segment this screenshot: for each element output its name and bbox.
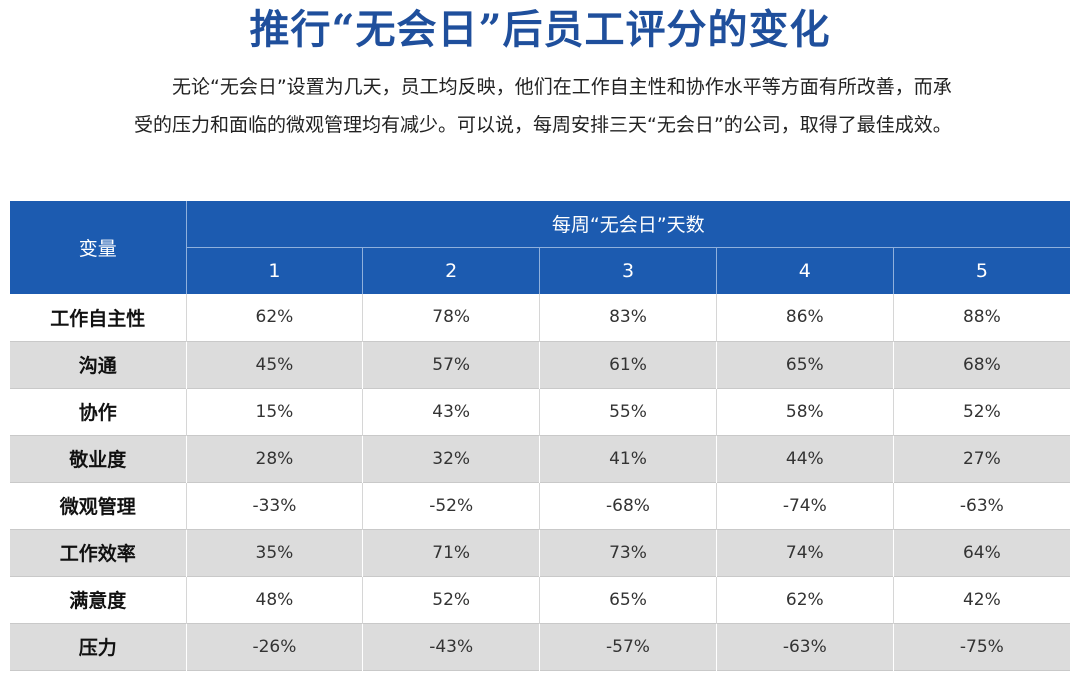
meeting-free-days-table: 变量 每周“无会日”天数 1 2 3 4 5 工作自主性 62% 78% 83% 86%… bbox=[10, 201, 1071, 671]
table-cell: 35% bbox=[186, 529, 364, 576]
row-label: 协作 bbox=[10, 388, 187, 435]
table-row: 协作 15% 43% 55% 58% 52% bbox=[10, 388, 1071, 435]
table-cell: 73% bbox=[539, 529, 717, 576]
table-cell: 86% bbox=[716, 294, 894, 341]
table-cell: 48% bbox=[186, 576, 364, 623]
table-cell: 78% bbox=[362, 294, 541, 341]
table-cell: 64% bbox=[893, 529, 1071, 576]
table-row: 敬业度 28% 32% 41% 44% 27% bbox=[10, 435, 1071, 482]
variable-column-header: 变量 bbox=[10, 201, 187, 294]
table-cell: -63% bbox=[893, 482, 1071, 529]
table-cell: -68% bbox=[539, 482, 717, 529]
table-cell: -52% bbox=[362, 482, 541, 529]
table-cell: -75% bbox=[893, 623, 1071, 670]
table-row: 压力 -26% -43% -57% -63% -75% bbox=[10, 623, 1071, 670]
row-label: 满意度 bbox=[10, 576, 187, 623]
column-header-1: 1 bbox=[186, 247, 364, 294]
row-label: 工作效率 bbox=[10, 529, 187, 576]
column-header-3: 3 bbox=[539, 247, 717, 294]
page-title: 推行“无会日”后员工评分的变化 bbox=[249, 6, 831, 53]
column-header-5: 5 bbox=[893, 247, 1071, 294]
table-cell: 74% bbox=[716, 529, 894, 576]
days-group-header: 每周“无会日”天数 bbox=[186, 201, 1071, 248]
table-cell: 55% bbox=[539, 388, 717, 435]
row-label: 压力 bbox=[10, 623, 187, 670]
table-cell: -74% bbox=[716, 482, 894, 529]
table-body: 工作自主性 62% 78% 83% 86% 88% 沟通 45% 57% 61% 65% 68% 协作 1… bbox=[10, 294, 1071, 670]
table-cell: 58% bbox=[716, 388, 894, 435]
table-cell: 62% bbox=[716, 576, 894, 623]
table-cell: 83% bbox=[539, 294, 717, 341]
table-cell: 65% bbox=[539, 576, 717, 623]
table-cell: 62% bbox=[186, 294, 364, 341]
table-cell: 88% bbox=[893, 294, 1071, 341]
table-cell: -43% bbox=[362, 623, 541, 670]
row-label: 敬业度 bbox=[10, 435, 187, 482]
table-cell: -33% bbox=[186, 482, 364, 529]
row-label: 工作自主性 bbox=[10, 294, 187, 341]
table-cell: 44% bbox=[716, 435, 894, 482]
table-cell: 65% bbox=[716, 341, 894, 388]
table-cell: 45% bbox=[186, 341, 364, 388]
table-cell: -26% bbox=[186, 623, 364, 670]
intro-paragraph: 无论“无会日”设置为几天，员工均反映，他们在工作自主性和协作水平等方面有所改善，… bbox=[134, 76, 952, 136]
table-cell: 28% bbox=[186, 435, 364, 482]
table-cell: 71% bbox=[362, 529, 541, 576]
column-header-2: 2 bbox=[362, 247, 541, 294]
table-cell: -57% bbox=[539, 623, 717, 670]
table-row: 沟通 45% 57% 61% 65% 68% bbox=[10, 341, 1071, 388]
table-row: 微观管理 -33% -52% -68% -74% -63% bbox=[10, 482, 1071, 529]
table-cell: 27% bbox=[893, 435, 1071, 482]
data-table-container: 变量 每周“无会日”天数 1 2 3 4 5 工作自主性 62% 78% 83% 86%… bbox=[10, 201, 1071, 671]
table-cell: 61% bbox=[539, 341, 717, 388]
table-cell: 43% bbox=[362, 388, 541, 435]
table-cell: 52% bbox=[362, 576, 541, 623]
table-cell: 15% bbox=[186, 388, 364, 435]
table-cell: 57% bbox=[362, 341, 541, 388]
table-row: 满意度 48% 52% 65% 62% 42% bbox=[10, 576, 1071, 623]
table-cell: 41% bbox=[539, 435, 717, 482]
table-row: 工作效率 35% 71% 73% 74% 64% bbox=[10, 529, 1071, 576]
column-header-4: 4 bbox=[716, 247, 894, 294]
table-cell: 52% bbox=[893, 388, 1071, 435]
table-cell: 32% bbox=[362, 435, 541, 482]
table-cell: 68% bbox=[893, 341, 1071, 388]
table-cell: -63% bbox=[716, 623, 894, 670]
row-label: 微观管理 bbox=[10, 482, 187, 529]
table-row: 工作自主性 62% 78% 83% 86% 88% bbox=[10, 294, 1071, 341]
row-label: 沟通 bbox=[10, 341, 187, 388]
table-header: 变量 每周“无会日”天数 1 2 3 4 5 bbox=[10, 201, 1071, 294]
table-cell: 42% bbox=[893, 576, 1071, 623]
